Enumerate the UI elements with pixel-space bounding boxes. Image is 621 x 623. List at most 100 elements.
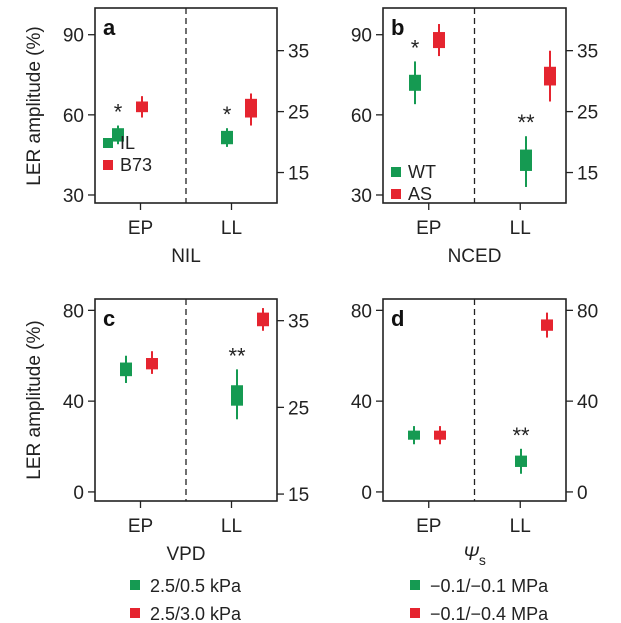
significance-marker: **	[228, 343, 246, 368]
data-point-green-ll	[520, 136, 532, 187]
panel-label: d	[391, 306, 404, 331]
y-right-tick-label: 15	[577, 164, 598, 185]
error-box	[408, 430, 420, 440]
error-box	[112, 128, 124, 142]
legend-swatch	[103, 138, 113, 148]
x-tick-label-ep: EP	[128, 516, 153, 537]
panel-label: c	[103, 306, 115, 331]
error-box	[544, 66, 556, 86]
data-point-red-ep	[434, 426, 446, 445]
legend-swatch	[410, 608, 420, 618]
legend-label: −0.1/−0.1 MPa	[430, 576, 549, 596]
y-right-tick-label: 25	[577, 103, 598, 124]
significance-marker: **	[517, 110, 535, 135]
legend-swatch	[391, 189, 401, 199]
data-point-red-ll	[544, 50, 556, 102]
y-left-tick-label: 80	[63, 301, 84, 322]
y-right-tick-label: 35	[288, 42, 309, 63]
panel-label: a	[103, 15, 116, 40]
data-point-red-ll	[541, 312, 553, 338]
data-point-green-ep	[409, 61, 421, 105]
error-box	[520, 149, 532, 171]
legend-swatch	[130, 608, 140, 618]
data-point-red-ll	[245, 93, 257, 126]
x-tick-label-ll: LL	[510, 516, 531, 537]
significance-marker: **	[512, 423, 530, 448]
data-point-green-ll	[221, 128, 233, 147]
y-left-tick-label: 40	[63, 392, 84, 413]
legend-label: WT	[408, 162, 436, 182]
error-box	[221, 130, 233, 145]
error-box	[231, 385, 243, 406]
data-point-red-ep	[146, 351, 158, 374]
error-box	[434, 430, 446, 440]
error-box	[257, 312, 269, 327]
legend-swatch	[391, 167, 401, 177]
y-right-tick-label: 25	[288, 398, 309, 419]
error-box	[136, 101, 148, 113]
error-box	[120, 362, 132, 377]
legend-swatch	[103, 160, 113, 170]
y-left-tick-label: 80	[351, 301, 372, 322]
data-point-green-ll	[231, 369, 243, 420]
panel-c: c 0 40 80 15 25 35 EP LL VPD ** 2.5/0.5 kPa 2.5/3.0 …	[63, 298, 309, 623]
x-axis-label: Ψs	[463, 544, 486, 568]
y-right-tick-label: 25	[288, 103, 309, 124]
x-tick-label-ll: LL	[510, 218, 531, 239]
y-left-tick-label: 60	[63, 106, 84, 127]
x-axis-label: NIL	[171, 246, 201, 267]
y-left-tick-label: 0	[73, 483, 84, 504]
data-point-green-ll	[515, 448, 527, 474]
y-left-tick-label: 90	[63, 26, 84, 47]
significance-marker: *	[411, 35, 420, 60]
x-axis-label-subscript: s	[479, 552, 486, 568]
x-axis-label: NCED	[448, 246, 502, 267]
y-right-tick-label: 35	[288, 312, 309, 333]
data-point-green-ep	[408, 426, 420, 445]
y-left-tick-label: 30	[63, 186, 84, 207]
legend-label: B73	[120, 155, 152, 175]
data-point-red-ep	[136, 96, 148, 118]
legend-label: AS	[408, 184, 432, 204]
x-tick-label-ep: EP	[128, 218, 153, 239]
panel-label: b	[391, 15, 404, 40]
x-tick-label-ll: LL	[221, 218, 242, 239]
data-point-red-ll	[257, 308, 269, 331]
significance-marker: *	[223, 102, 232, 127]
error-box	[409, 74, 421, 91]
y-right-tick-label: 15	[288, 164, 309, 185]
legend-swatch	[410, 580, 420, 590]
panel-d: d 0 40 80 0 40 80 EP LL Ψs ** −0.1/−0.1 MPa −0.1/−0.…	[351, 298, 598, 623]
y-left-tick-label: 0	[361, 483, 372, 504]
legend-label: IL	[120, 133, 135, 153]
x-axis-label: VPD	[166, 544, 205, 565]
legend-label: −0.1/−0.4 MPa	[430, 604, 549, 623]
error-box	[245, 98, 257, 118]
y-right-tick-label: 80	[577, 301, 598, 322]
data-point-green-ep	[120, 355, 132, 383]
error-box	[146, 358, 158, 370]
data-point-red-ep	[433, 24, 445, 57]
y-left-tick-label: 90	[351, 26, 372, 47]
legend-label: 2.5/3.0 kPa	[150, 604, 242, 623]
x-tick-label-ep: EP	[416, 218, 441, 239]
x-tick-label-ll: LL	[221, 516, 242, 537]
y-right-tick-label: 15	[288, 485, 309, 506]
error-box	[541, 319, 553, 331]
y-right-tick-label: 40	[577, 392, 598, 413]
y-left-tick-label: 60	[351, 106, 372, 127]
x-tick-label-ep: EP	[416, 516, 441, 537]
y-right-tick-label: 35	[577, 42, 598, 63]
legend-label: 2.5/0.5 kPa	[150, 576, 242, 596]
x-axis-label-symbol: Ψ	[463, 544, 480, 565]
legend-swatch	[130, 580, 140, 590]
error-box	[433, 32, 445, 49]
y-right-tick-label: 0	[577, 483, 588, 504]
y-axis-label: LER amplitude (%)	[24, 320, 45, 479]
y-left-tick-label: 40	[351, 392, 372, 413]
error-box	[515, 455, 527, 467]
y-left-tick-label: 30	[351, 186, 372, 207]
